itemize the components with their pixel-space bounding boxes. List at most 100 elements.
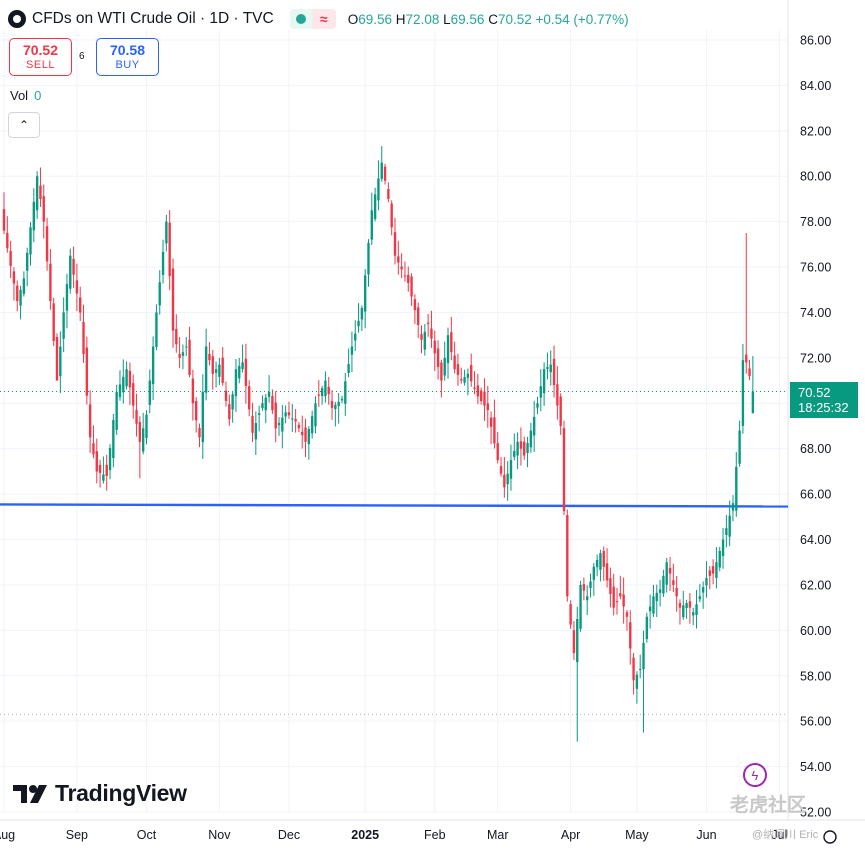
candle-body xyxy=(735,466,738,511)
candle-body xyxy=(363,275,367,312)
candle-body xyxy=(79,297,82,313)
candle-body xyxy=(148,380,151,405)
candle-body xyxy=(692,612,695,616)
symbol-logo-icon xyxy=(8,10,26,28)
price-tick-label: 68.00 xyxy=(800,442,831,456)
candle-body xyxy=(350,346,354,355)
candle-body xyxy=(695,604,698,615)
ohlc-values: O69.56 H72.08 L69.56 C70.52 +0.54 (+0.77… xyxy=(347,11,629,27)
candle-body xyxy=(635,674,639,689)
candle-body xyxy=(161,251,165,275)
candle-body xyxy=(327,386,330,395)
price-tick-label: 56.00 xyxy=(800,715,831,729)
candle-body xyxy=(274,402,277,429)
candle-body xyxy=(582,584,586,591)
candle-body xyxy=(625,612,629,617)
buy-button[interactable]: 70.58 BUY xyxy=(96,38,159,76)
price-tick-label: 82.00 xyxy=(800,124,831,138)
chart-legend: CFDs on WTI Crude Oil · 1D · TVC ≈ O69.5… xyxy=(8,6,629,32)
candle-body xyxy=(397,256,400,263)
volume-value: 0 xyxy=(34,88,42,103)
price-tick-label: 64.00 xyxy=(800,533,831,547)
time-tick-label: Oct xyxy=(137,828,157,842)
timezone-gear-icon xyxy=(823,830,837,844)
candle-body xyxy=(330,401,334,408)
candle-body xyxy=(682,605,685,618)
candle-body xyxy=(615,601,619,603)
candle-body xyxy=(324,380,327,397)
candle-body xyxy=(420,334,423,340)
candle-body xyxy=(516,441,519,456)
candle-body xyxy=(473,387,476,389)
candle-body xyxy=(19,289,22,306)
candle-body xyxy=(370,210,373,240)
horizontal-line-layer[interactable] xyxy=(0,390,789,715)
candle-body xyxy=(45,226,49,262)
candle-body xyxy=(141,428,145,452)
candle-body xyxy=(307,429,311,445)
candle-body xyxy=(456,364,460,375)
candle-body xyxy=(413,299,417,311)
lightning-icon[interactable]: ϟ xyxy=(743,763,767,787)
candle-body xyxy=(552,358,556,386)
candle-body xyxy=(294,418,297,422)
candle-body xyxy=(648,606,652,612)
candle-body xyxy=(662,575,665,594)
candle-body xyxy=(158,282,161,306)
candle-body xyxy=(466,373,470,378)
candle-body xyxy=(675,587,678,597)
time-tick-label: Feb xyxy=(424,828,446,842)
candle-body xyxy=(377,178,380,201)
candle-body xyxy=(390,203,393,228)
candle-body xyxy=(698,596,702,600)
candle-body xyxy=(75,280,79,294)
candle-body xyxy=(529,430,533,448)
candle-body xyxy=(549,364,552,373)
candle-body xyxy=(728,515,731,537)
candle-body xyxy=(725,528,728,535)
volume-legend[interactable]: Vol 0 xyxy=(10,88,42,103)
candle-body xyxy=(360,307,364,320)
candle-body xyxy=(320,388,324,396)
price-axis[interactable]: 86.00 84.00 82.00 80.00 78.00 76.00 74.00 72.00… xyxy=(800,34,831,820)
candle-body xyxy=(685,603,688,609)
time-tick-label: 2025 xyxy=(351,828,379,842)
tradingview-logo[interactable]: TradingView xyxy=(13,780,187,807)
sell-price: 70.52 xyxy=(22,42,59,58)
candle-body xyxy=(731,503,735,511)
candle-body xyxy=(251,415,254,433)
collapse-legend-button[interactable]: ⌃ xyxy=(8,112,40,138)
candle-body xyxy=(503,474,506,488)
status-pill[interactable]: ≈ xyxy=(289,9,336,29)
sell-button[interactable]: 70.52 SELL xyxy=(9,38,72,76)
candle-body xyxy=(26,252,29,271)
candle-body xyxy=(748,368,751,377)
price-tick-label: 66.00 xyxy=(800,488,831,502)
candle-body xyxy=(334,404,337,410)
candle-body xyxy=(486,403,489,411)
candle-body xyxy=(546,366,549,370)
candle-body xyxy=(609,578,612,595)
candle-body xyxy=(430,328,433,339)
candle-body xyxy=(165,221,168,244)
candle-body xyxy=(254,422,258,440)
candle-body xyxy=(718,550,721,568)
candle-body xyxy=(367,242,370,275)
time-axis[interactable]: Aug Sep Oct Nov Dec 2025 Feb Mar Apr May Jun Jul xyxy=(0,828,837,844)
candle-body xyxy=(453,355,456,370)
candle-body xyxy=(310,416,314,434)
tradingview-logo-icon xyxy=(13,784,47,803)
candle-body xyxy=(39,185,42,199)
candle-body xyxy=(88,404,92,438)
candle-body xyxy=(211,356,214,374)
candle-body xyxy=(407,274,410,283)
support-horizontal-line xyxy=(0,503,789,508)
candle-body xyxy=(218,364,221,377)
symbol-title[interactable]: CFDs on WTI Crude Oil · 1D · TVC xyxy=(32,10,274,27)
candle-body xyxy=(301,431,304,436)
candle-body xyxy=(221,357,224,383)
candle-body xyxy=(304,427,307,442)
candle-body xyxy=(12,271,16,284)
candle-body xyxy=(65,284,69,311)
